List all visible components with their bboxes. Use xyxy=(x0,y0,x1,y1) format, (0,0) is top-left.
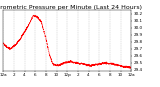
Title: Barometric Pressure per Minute (Last 24 Hours): Barometric Pressure per Minute (Last 24 … xyxy=(0,5,142,10)
